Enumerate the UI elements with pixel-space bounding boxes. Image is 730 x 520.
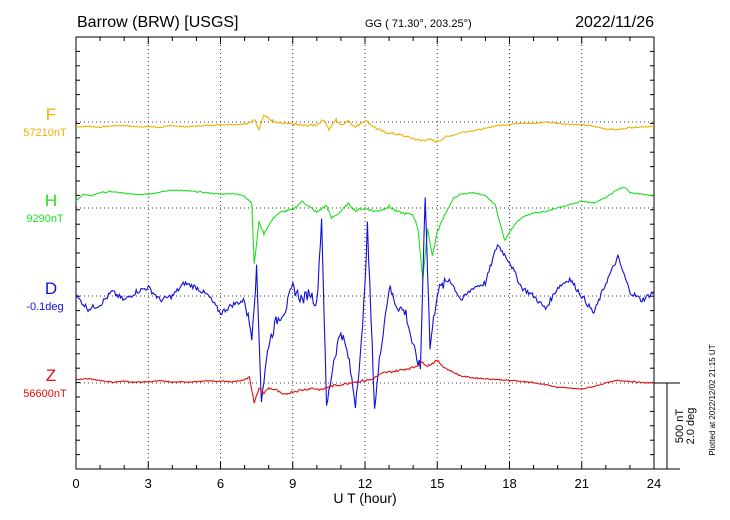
scale-bar: 500 nT 2.0 deg bbox=[654, 382, 697, 470]
series-baseline-d: -0.1deg bbox=[26, 301, 63, 313]
series-name-z: Z bbox=[46, 366, 56, 385]
x-tick-label: 18 bbox=[502, 476, 516, 491]
series-name-d: D bbox=[45, 279, 57, 298]
plotted-timestamp: Plotted at 2022/12/02 21:15 UT bbox=[708, 344, 717, 455]
series-line-d bbox=[75, 197, 655, 409]
series-line-h bbox=[75, 186, 655, 280]
series-baseline-h: 9290nT bbox=[26, 213, 64, 225]
series-baseline-z: 56600nT bbox=[23, 388, 67, 400]
x-tick-label: 6 bbox=[217, 476, 224, 491]
x-tick-labels: 0 3 6 9 12 15 18 21 24 bbox=[72, 476, 661, 491]
x-tick-label: 24 bbox=[647, 476, 661, 491]
grid bbox=[76, 37, 654, 469]
scale-nt-label: 500 nT bbox=[674, 409, 686, 444]
x-tick-label: 21 bbox=[575, 476, 589, 491]
series-labels: F 57210nT H 9290nT D -0.1deg Z 56600nT bbox=[23, 105, 67, 400]
series-line-f bbox=[75, 114, 655, 144]
x-tick-label: 15 bbox=[430, 476, 444, 491]
series-name-h: H bbox=[45, 191, 57, 210]
series-line-z bbox=[75, 359, 655, 404]
x-tick-label: 9 bbox=[289, 476, 296, 491]
x-tick-label: 3 bbox=[145, 476, 152, 491]
series-baseline-f: 57210nT bbox=[23, 127, 67, 139]
series-name-f: F bbox=[46, 105, 56, 124]
x-tick-label: 0 bbox=[72, 476, 79, 491]
scale-deg-label: 2.0 deg bbox=[685, 408, 697, 445]
x-tick-label: 12 bbox=[358, 476, 372, 491]
date-label: 2022/11/26 bbox=[575, 14, 654, 31]
station-title: Barrow (BRW) [USGS] bbox=[77, 14, 239, 31]
axis-ticks bbox=[75, 36, 655, 470]
geo-coordinates: GG ( 71.30°, 203.25°) bbox=[365, 18, 472, 30]
x-axis-label: U T (hour) bbox=[333, 490, 396, 506]
series-layer bbox=[75, 114, 655, 409]
